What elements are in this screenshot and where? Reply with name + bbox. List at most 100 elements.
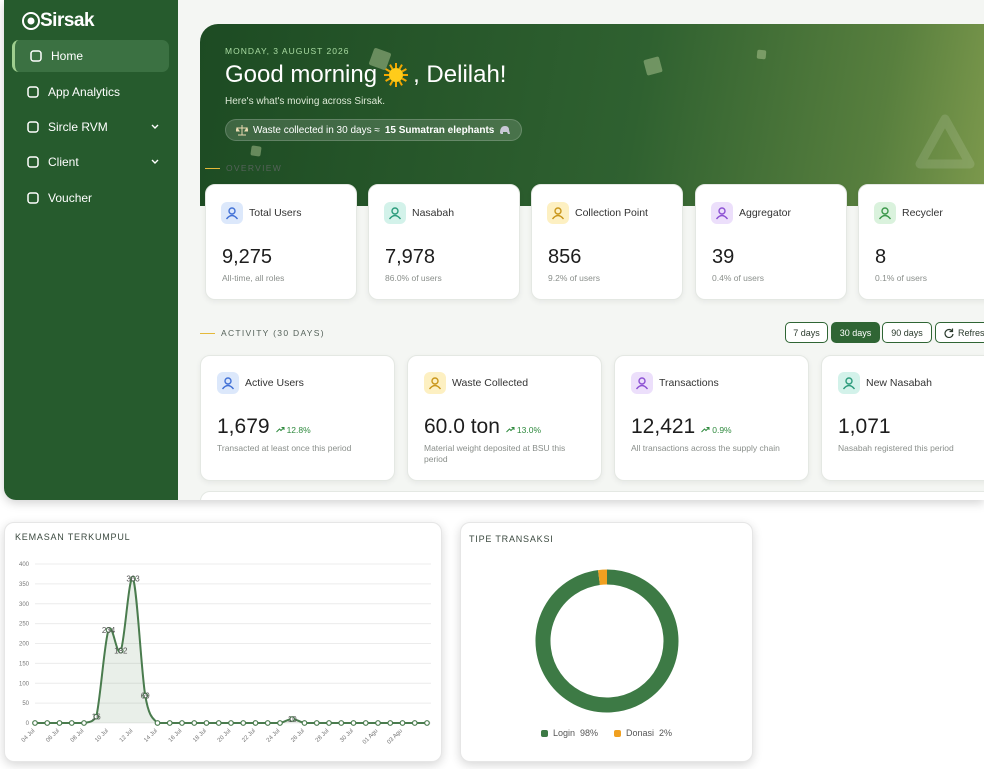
line-chart-card: KEMASAN TERKUMPUL 0 50 100 150 200 250 300 350 40… bbox=[4, 522, 442, 762]
icon-bg bbox=[221, 202, 243, 224]
point bbox=[326, 720, 332, 726]
floating-cube bbox=[369, 48, 391, 70]
legend-value: 98% bbox=[580, 728, 599, 738]
nav-icon bbox=[27, 192, 39, 204]
nav-item[interactable]: Voucher bbox=[12, 182, 169, 214]
nav-label: Home bbox=[51, 49, 84, 63]
chevron bbox=[151, 159, 159, 164]
elephant-shape bbox=[500, 126, 511, 134]
nav-icon-shape bbox=[30, 50, 42, 62]
icon-bg bbox=[424, 372, 446, 394]
point bbox=[277, 720, 283, 726]
point bbox=[93, 713, 100, 720]
activity-card: Active Users 1,679 12.8% Transacted at leas… bbox=[200, 355, 395, 481]
y-tick-label: 400 bbox=[19, 562, 30, 568]
greeting-text: Good morning bbox=[225, 61, 378, 88]
point bbox=[252, 720, 259, 726]
card-sub: 0.4% of users bbox=[712, 273, 764, 283]
chart-title: TIPE TRANSAKSI bbox=[469, 534, 554, 544]
y-tick-label: 50 bbox=[22, 701, 29, 707]
card-label: Nasabah bbox=[412, 207, 455, 219]
y-tick-label: 0 bbox=[26, 721, 30, 727]
icon-glyph bbox=[718, 207, 726, 215]
range-label: 7 days bbox=[793, 327, 820, 338]
y-tick-label: 100 bbox=[19, 681, 30, 687]
refresh-button[interactable]: Refresh bbox=[935, 322, 984, 343]
x-tick-label: 03 Agu bbox=[386, 728, 403, 745]
donut-chart-card: TIPE TRANSAKSI Login 98% Donasi 2% bbox=[460, 522, 753, 762]
card-label: Collection Point bbox=[575, 207, 648, 219]
icon-bg bbox=[838, 372, 860, 394]
x-tick-label: 24 Jul bbox=[266, 728, 282, 744]
nav-item[interactable]: Sircle RVM bbox=[12, 111, 169, 143]
icon-glyph bbox=[224, 377, 232, 385]
nav-icon-shape bbox=[27, 156, 39, 168]
refresh-icon bbox=[944, 328, 954, 338]
logo-icon bbox=[22, 12, 40, 30]
sun-ray bbox=[398, 64, 403, 70]
card-icon bbox=[874, 202, 896, 224]
point bbox=[68, 720, 75, 726]
card-value: 9,275 bbox=[222, 246, 273, 268]
card-label: New Nasabah bbox=[866, 377, 932, 389]
chevron-shape bbox=[151, 124, 159, 129]
logo-text: Sirsak bbox=[40, 10, 95, 31]
sun-ray bbox=[385, 77, 391, 82]
nav-icon-shape bbox=[27, 121, 39, 133]
point bbox=[56, 720, 63, 726]
trend-arrow bbox=[506, 427, 515, 433]
data-label: 182 bbox=[114, 647, 128, 656]
range-button[interactable]: 7 days bbox=[785, 322, 828, 343]
change-value: 0.9% bbox=[712, 424, 732, 435]
point bbox=[117, 647, 124, 654]
point bbox=[338, 720, 345, 726]
x-tick-label: 14 Jul bbox=[143, 728, 159, 744]
legend-value: 2% bbox=[659, 728, 673, 738]
floating-cube bbox=[756, 49, 767, 60]
activity-title-line bbox=[200, 333, 215, 334]
nav-label: Client bbox=[48, 155, 79, 169]
y-tick-label: 350 bbox=[19, 582, 30, 588]
value-row: 60.0 ton 13.0% bbox=[424, 415, 541, 439]
point bbox=[154, 720, 161, 726]
point bbox=[191, 720, 198, 726]
refresh-shape bbox=[944, 328, 954, 338]
point bbox=[301, 720, 308, 726]
icon-glyph bbox=[431, 377, 439, 385]
card-icon bbox=[424, 372, 446, 394]
icon-glyph bbox=[221, 384, 235, 390]
icon-glyph bbox=[554, 207, 562, 215]
hero-subtitle: Here's what's moving across Sirsak. bbox=[225, 96, 385, 107]
x-tick-label: 30 Jul bbox=[339, 728, 355, 744]
icon-bg bbox=[217, 372, 239, 394]
value-row: 1,071 bbox=[838, 415, 891, 439]
overview-title-line bbox=[205, 168, 220, 169]
card-label: Total Users bbox=[249, 207, 302, 219]
point bbox=[228, 720, 234, 726]
x-tick-label: 22 Jul bbox=[241, 728, 257, 744]
range-button[interactable]: 90 days bbox=[882, 322, 932, 343]
y-tick-label: 150 bbox=[19, 661, 30, 667]
card-sub: All-time, all roles bbox=[222, 273, 285, 283]
sun-ray bbox=[398, 80, 403, 86]
nav-item[interactable]: App Analytics bbox=[12, 76, 169, 108]
nav-item[interactable]: Home bbox=[12, 40, 169, 72]
sun-ray bbox=[389, 80, 394, 86]
card-icon bbox=[217, 372, 239, 394]
point bbox=[240, 720, 247, 726]
refresh-label: Refresh bbox=[958, 327, 984, 338]
nav-label: Sircle RVM bbox=[48, 120, 108, 134]
activity-card: New Nasabah 1,071 Nasabah registered this … bbox=[821, 355, 984, 481]
y-tick-label: 300 bbox=[19, 602, 30, 608]
card-sub: 0.1% of users bbox=[875, 273, 927, 283]
area bbox=[35, 578, 427, 723]
sun-core bbox=[389, 68, 404, 82]
nav-item[interactable]: Client bbox=[12, 146, 169, 178]
change: 13.0% bbox=[506, 425, 541, 435]
range-button[interactable]: 30 days bbox=[831, 322, 880, 343]
card-label: Waste Collected bbox=[452, 377, 529, 389]
chevron-shape bbox=[151, 159, 159, 164]
point bbox=[313, 720, 320, 726]
icon-bg bbox=[547, 202, 569, 224]
